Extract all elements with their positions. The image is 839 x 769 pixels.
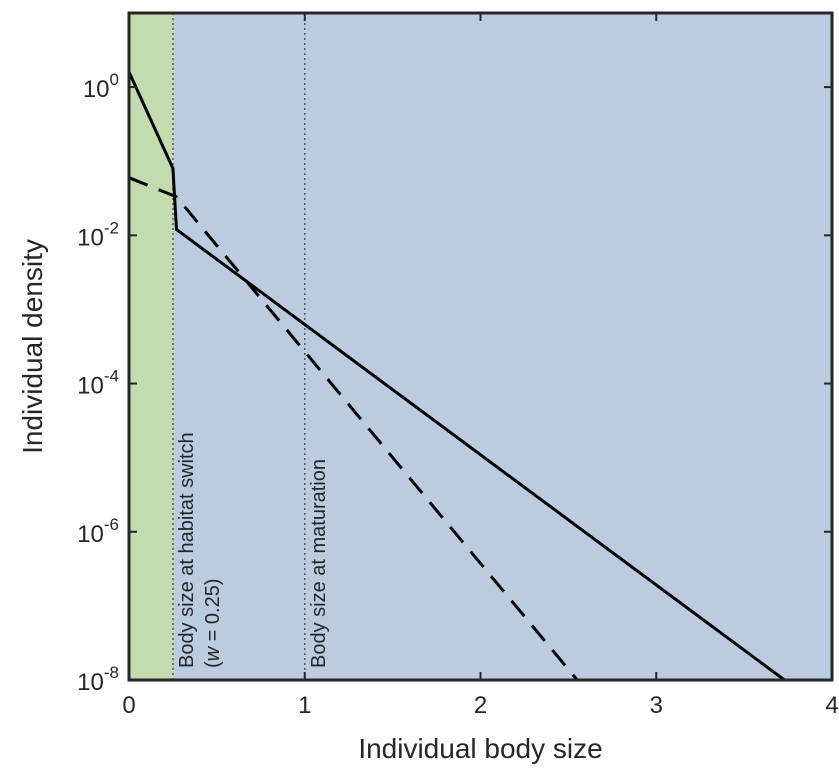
- sublabel-open: (: [202, 661, 224, 668]
- y-tick-exponent: -8: [104, 663, 119, 682]
- data-series: [129, 71, 786, 680]
- series-line-dashed: [129, 176, 579, 680]
- reference-label-0: Body size at habitat switch: [176, 432, 198, 668]
- x-tick-label: 2: [474, 692, 487, 719]
- x-axis-ticks: 0 1 2 3 4: [122, 13, 839, 719]
- region-0: [129, 13, 173, 680]
- sublabel-var: w: [202, 645, 224, 661]
- x-tick-label: 4: [825, 692, 838, 719]
- sublabel-rest: = 0.25): [202, 578, 224, 646]
- y-tick-base: 10: [83, 76, 110, 103]
- region-1: [172, 13, 832, 680]
- y-tick-base: 10: [77, 521, 104, 548]
- x-tick-label: 1: [298, 692, 311, 719]
- y-axis-label: Individual density: [17, 239, 48, 454]
- x-tick-label: 3: [650, 692, 663, 719]
- y-tick-exponent: -4: [104, 367, 119, 386]
- y-tick-exponent: -2: [104, 218, 119, 237]
- y-tick-base: 10: [77, 373, 104, 400]
- x-axis-label: Individual body size: [358, 733, 602, 764]
- series-line-solid: [129, 71, 786, 680]
- y-tick-base: 10: [77, 224, 104, 251]
- background-regions: [129, 13, 832, 680]
- y-tick-label: 10-4: [77, 367, 119, 400]
- reference-sublabel-0: (w = 0.25): [202, 578, 224, 668]
- x-tick-label: 0: [122, 692, 135, 719]
- y-tick-base: 10: [77, 669, 104, 696]
- reference-lines: Body size at habitat switch (w = 0.25) Bod…: [172, 13, 330, 680]
- y-tick-exponent: 0: [110, 70, 119, 89]
- y-tick-exponent: -6: [104, 515, 119, 534]
- y-tick-label: 10-8: [77, 663, 119, 696]
- y-tick-label: 10-2: [77, 218, 119, 251]
- y-tick-label: 10-6: [77, 515, 119, 548]
- reference-label-1: Body size at maturation: [308, 459, 330, 668]
- y-tick-label: 100: [83, 70, 119, 103]
